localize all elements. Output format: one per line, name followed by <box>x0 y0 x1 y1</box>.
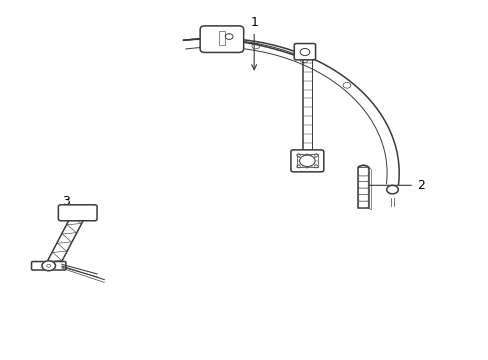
FancyBboxPatch shape <box>358 180 367 188</box>
Circle shape <box>42 261 55 271</box>
FancyBboxPatch shape <box>358 199 367 208</box>
Text: 2: 2 <box>363 179 424 192</box>
FancyBboxPatch shape <box>358 186 367 195</box>
FancyBboxPatch shape <box>200 26 243 53</box>
FancyBboxPatch shape <box>358 193 367 201</box>
Bar <box>297 154 317 167</box>
Polygon shape <box>47 215 84 265</box>
FancyBboxPatch shape <box>32 261 66 270</box>
Bar <box>219 31 224 45</box>
FancyBboxPatch shape <box>58 205 97 221</box>
FancyBboxPatch shape <box>294 44 315 60</box>
FancyBboxPatch shape <box>358 173 367 182</box>
Bar <box>357 168 368 208</box>
FancyBboxPatch shape <box>358 167 367 176</box>
Text: 3: 3 <box>61 195 76 219</box>
FancyBboxPatch shape <box>290 150 323 172</box>
Text: 1: 1 <box>250 16 258 69</box>
